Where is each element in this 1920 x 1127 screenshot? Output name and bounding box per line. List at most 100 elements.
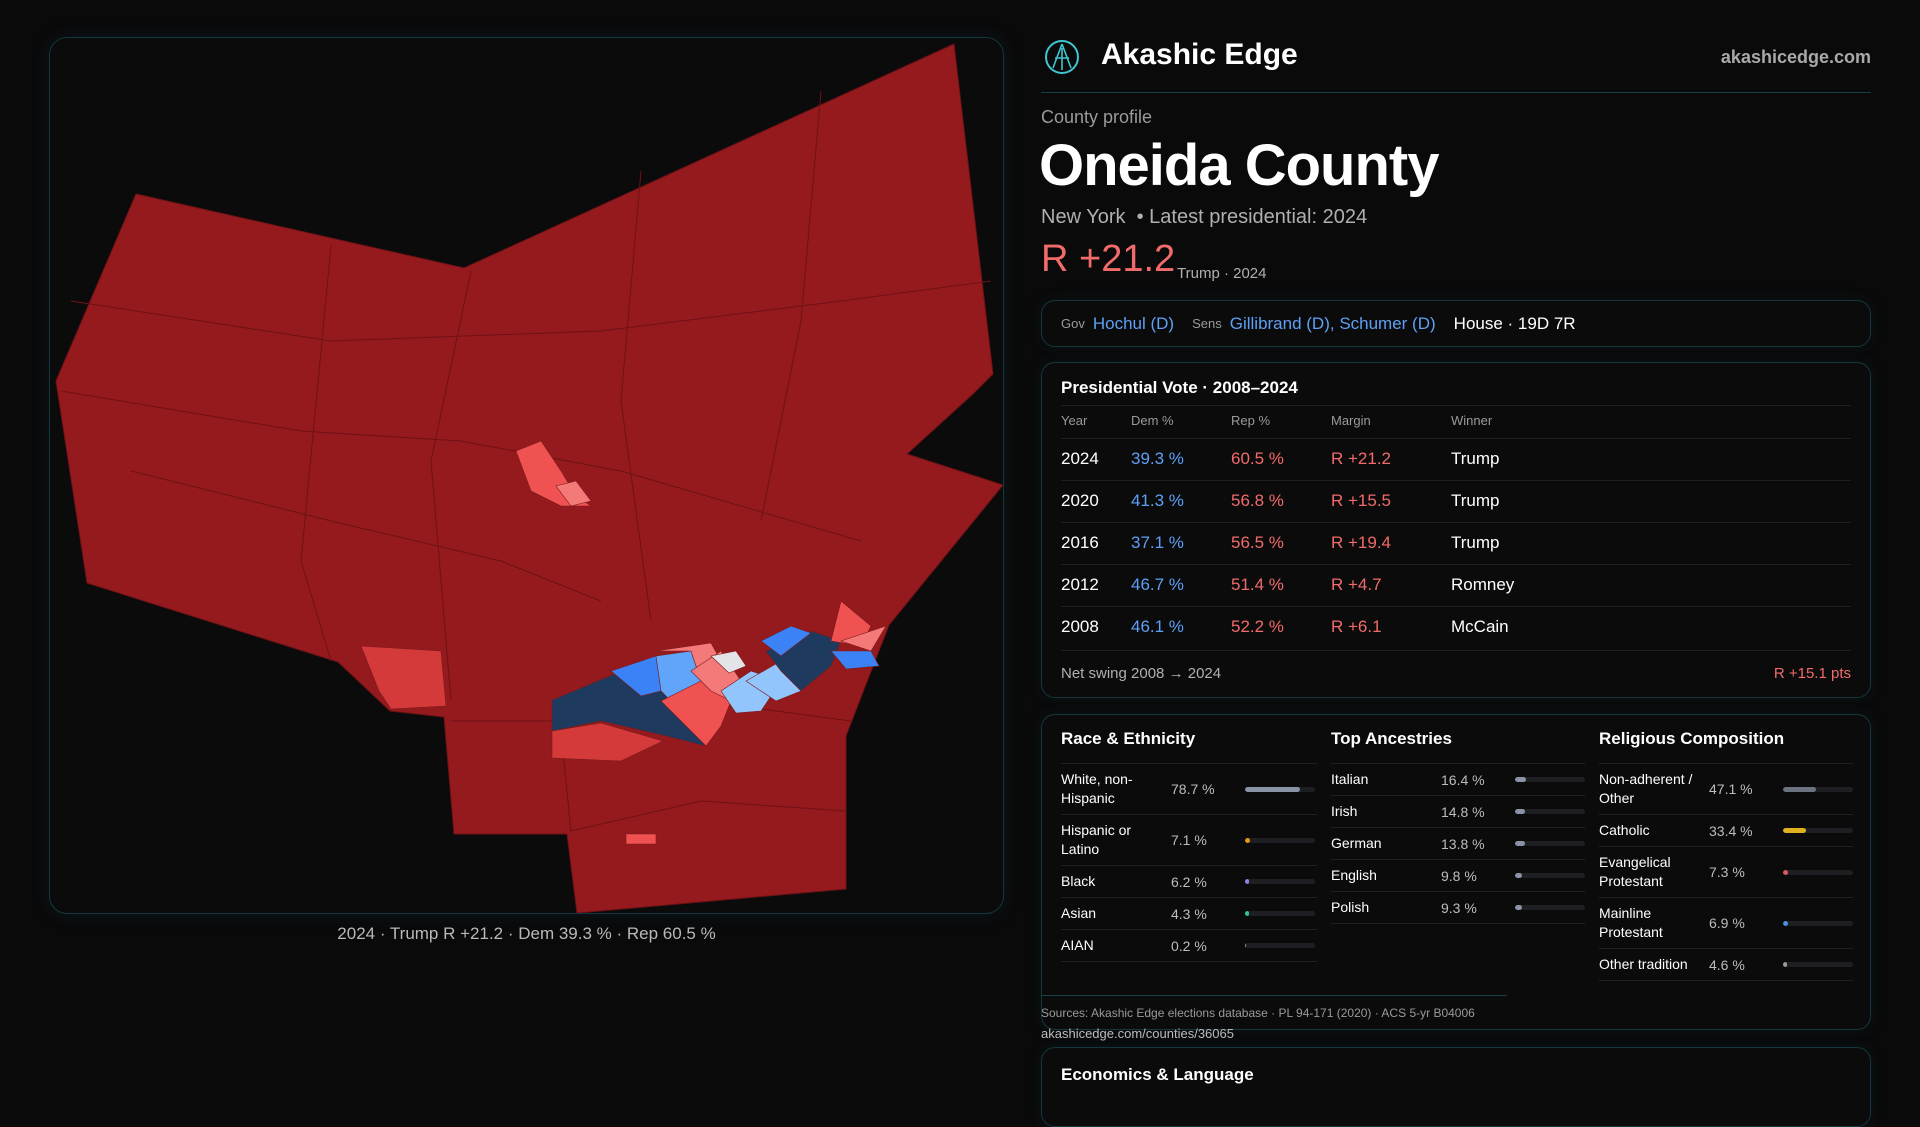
share-bar: [1245, 879, 1315, 884]
item-name: German: [1331, 834, 1441, 853]
share-bar-fill: [1245, 787, 1300, 792]
item-name: Italian: [1331, 770, 1441, 789]
share-bar: [1783, 870, 1853, 875]
item-percent: 0.2 %: [1171, 938, 1245, 954]
rep-pct: 60.5 %: [1231, 449, 1284, 469]
item-name: English: [1331, 866, 1441, 885]
divider: [1061, 405, 1851, 406]
share-bar: [1515, 841, 1585, 846]
share-bar: [1783, 828, 1853, 833]
share-bar-fill: [1783, 787, 1816, 792]
item-name: Non-adherent / Other: [1599, 770, 1709, 808]
net-swing-value: R +15.1 pts: [1774, 665, 1851, 682]
margin: R +21.2: [1331, 449, 1391, 469]
governor: Hochul (D): [1093, 314, 1174, 334]
share-bar: [1783, 921, 1853, 926]
county-url[interactable]: akashicedge.com/counties/36065: [1041, 1026, 1234, 1041]
economics-card: Economics & Language: [1041, 1047, 1871, 1127]
item-percent: 6.9 %: [1709, 915, 1783, 931]
share-bar-fill: [1245, 838, 1250, 843]
winner: Trump: [1451, 449, 1500, 469]
item-percent: 78.7 %: [1171, 781, 1245, 797]
akashic-edge-logo-icon: [1043, 38, 1081, 76]
share-bar-fill: [1783, 962, 1787, 967]
margin: R +15.5: [1331, 491, 1391, 511]
item-name: Asian: [1061, 904, 1171, 923]
presidential-vote-card: Presidential Vote · 2008–2024 Year Dem %…: [1041, 362, 1871, 698]
item-percent: 9.8 %: [1441, 868, 1515, 884]
share-bar: [1515, 873, 1585, 878]
share-bar-fill: [1783, 870, 1788, 875]
house-delegation: House · 19D 7R: [1454, 314, 1576, 334]
header-divider: [1041, 92, 1871, 93]
margin-note: Trump · 2024: [1177, 265, 1266, 282]
divider: [1061, 650, 1851, 651]
item-name: Mainline Protestant: [1599, 904, 1709, 942]
headline-margin: R +21.2: [1041, 238, 1175, 281]
share-bar: [1245, 943, 1315, 948]
col-winner: Winner: [1451, 413, 1492, 428]
share-bar: [1515, 777, 1585, 782]
item-percent: 47.1 %: [1709, 781, 1783, 797]
year: 2016: [1061, 533, 1099, 553]
item-name: Catholic: [1599, 821, 1709, 840]
item-name: White, non-Hispanic: [1061, 770, 1171, 808]
item-name: Polish: [1331, 898, 1441, 917]
share-bar-fill: [1515, 777, 1526, 782]
winner: Romney: [1451, 575, 1514, 595]
share-bar: [1515, 905, 1585, 910]
dem-pct: 41.3 %: [1131, 491, 1184, 511]
brand-name: Akashic Edge: [1101, 38, 1298, 72]
officials-card: Gov Hochul (D) Sens Gillibrand (D), Schu…: [1041, 300, 1871, 347]
share-bar-fill: [1515, 841, 1525, 846]
winner: Trump: [1451, 491, 1500, 511]
sources-divider: [1041, 995, 1507, 996]
share-bar: [1783, 787, 1853, 792]
year: 2020: [1061, 491, 1099, 511]
item-percent: 7.1 %: [1171, 832, 1245, 848]
map-caption: 2024 · Trump R +21.2 · Dem 39.3 % · Rep …: [49, 924, 1004, 944]
county-map-panel[interactable]: [49, 37, 1004, 914]
subtitle: New York • Latest presidential: 2024: [1041, 206, 1367, 229]
share-bar-fill: [1245, 879, 1249, 884]
col-margin: Margin: [1331, 413, 1371, 428]
share-bar: [1245, 787, 1315, 792]
year: 2012: [1061, 575, 1099, 595]
year: 2024: [1061, 449, 1099, 469]
rep-pct: 56.8 %: [1231, 491, 1284, 511]
share-bar: [1245, 911, 1315, 916]
col-year: Year: [1061, 413, 1087, 428]
card-title: Presidential Vote · 2008–2024: [1061, 378, 1298, 398]
item-name: Other tradition: [1599, 955, 1709, 974]
page-title: Oneida County: [1039, 132, 1438, 199]
item-name: Evangelical Protestant: [1599, 853, 1709, 891]
sens-label: Sens: [1192, 316, 1222, 331]
site-link[interactable]: akashicedge.com: [1721, 47, 1871, 68]
rep-pct: 52.2 %: [1231, 617, 1284, 637]
precinct-map[interactable]: [50, 38, 1004, 914]
net-swing-label: Net swing 2008 → 2024: [1061, 665, 1221, 682]
item-percent: 4.3 %: [1171, 906, 1245, 922]
share-bar-fill: [1515, 873, 1522, 878]
section-title: Religious Composition: [1599, 729, 1784, 749]
item-percent: 9.3 %: [1441, 900, 1515, 916]
table-header: Year Dem % Rep % Margin Winner: [1061, 413, 1851, 437]
margin: R +19.4: [1331, 533, 1391, 553]
